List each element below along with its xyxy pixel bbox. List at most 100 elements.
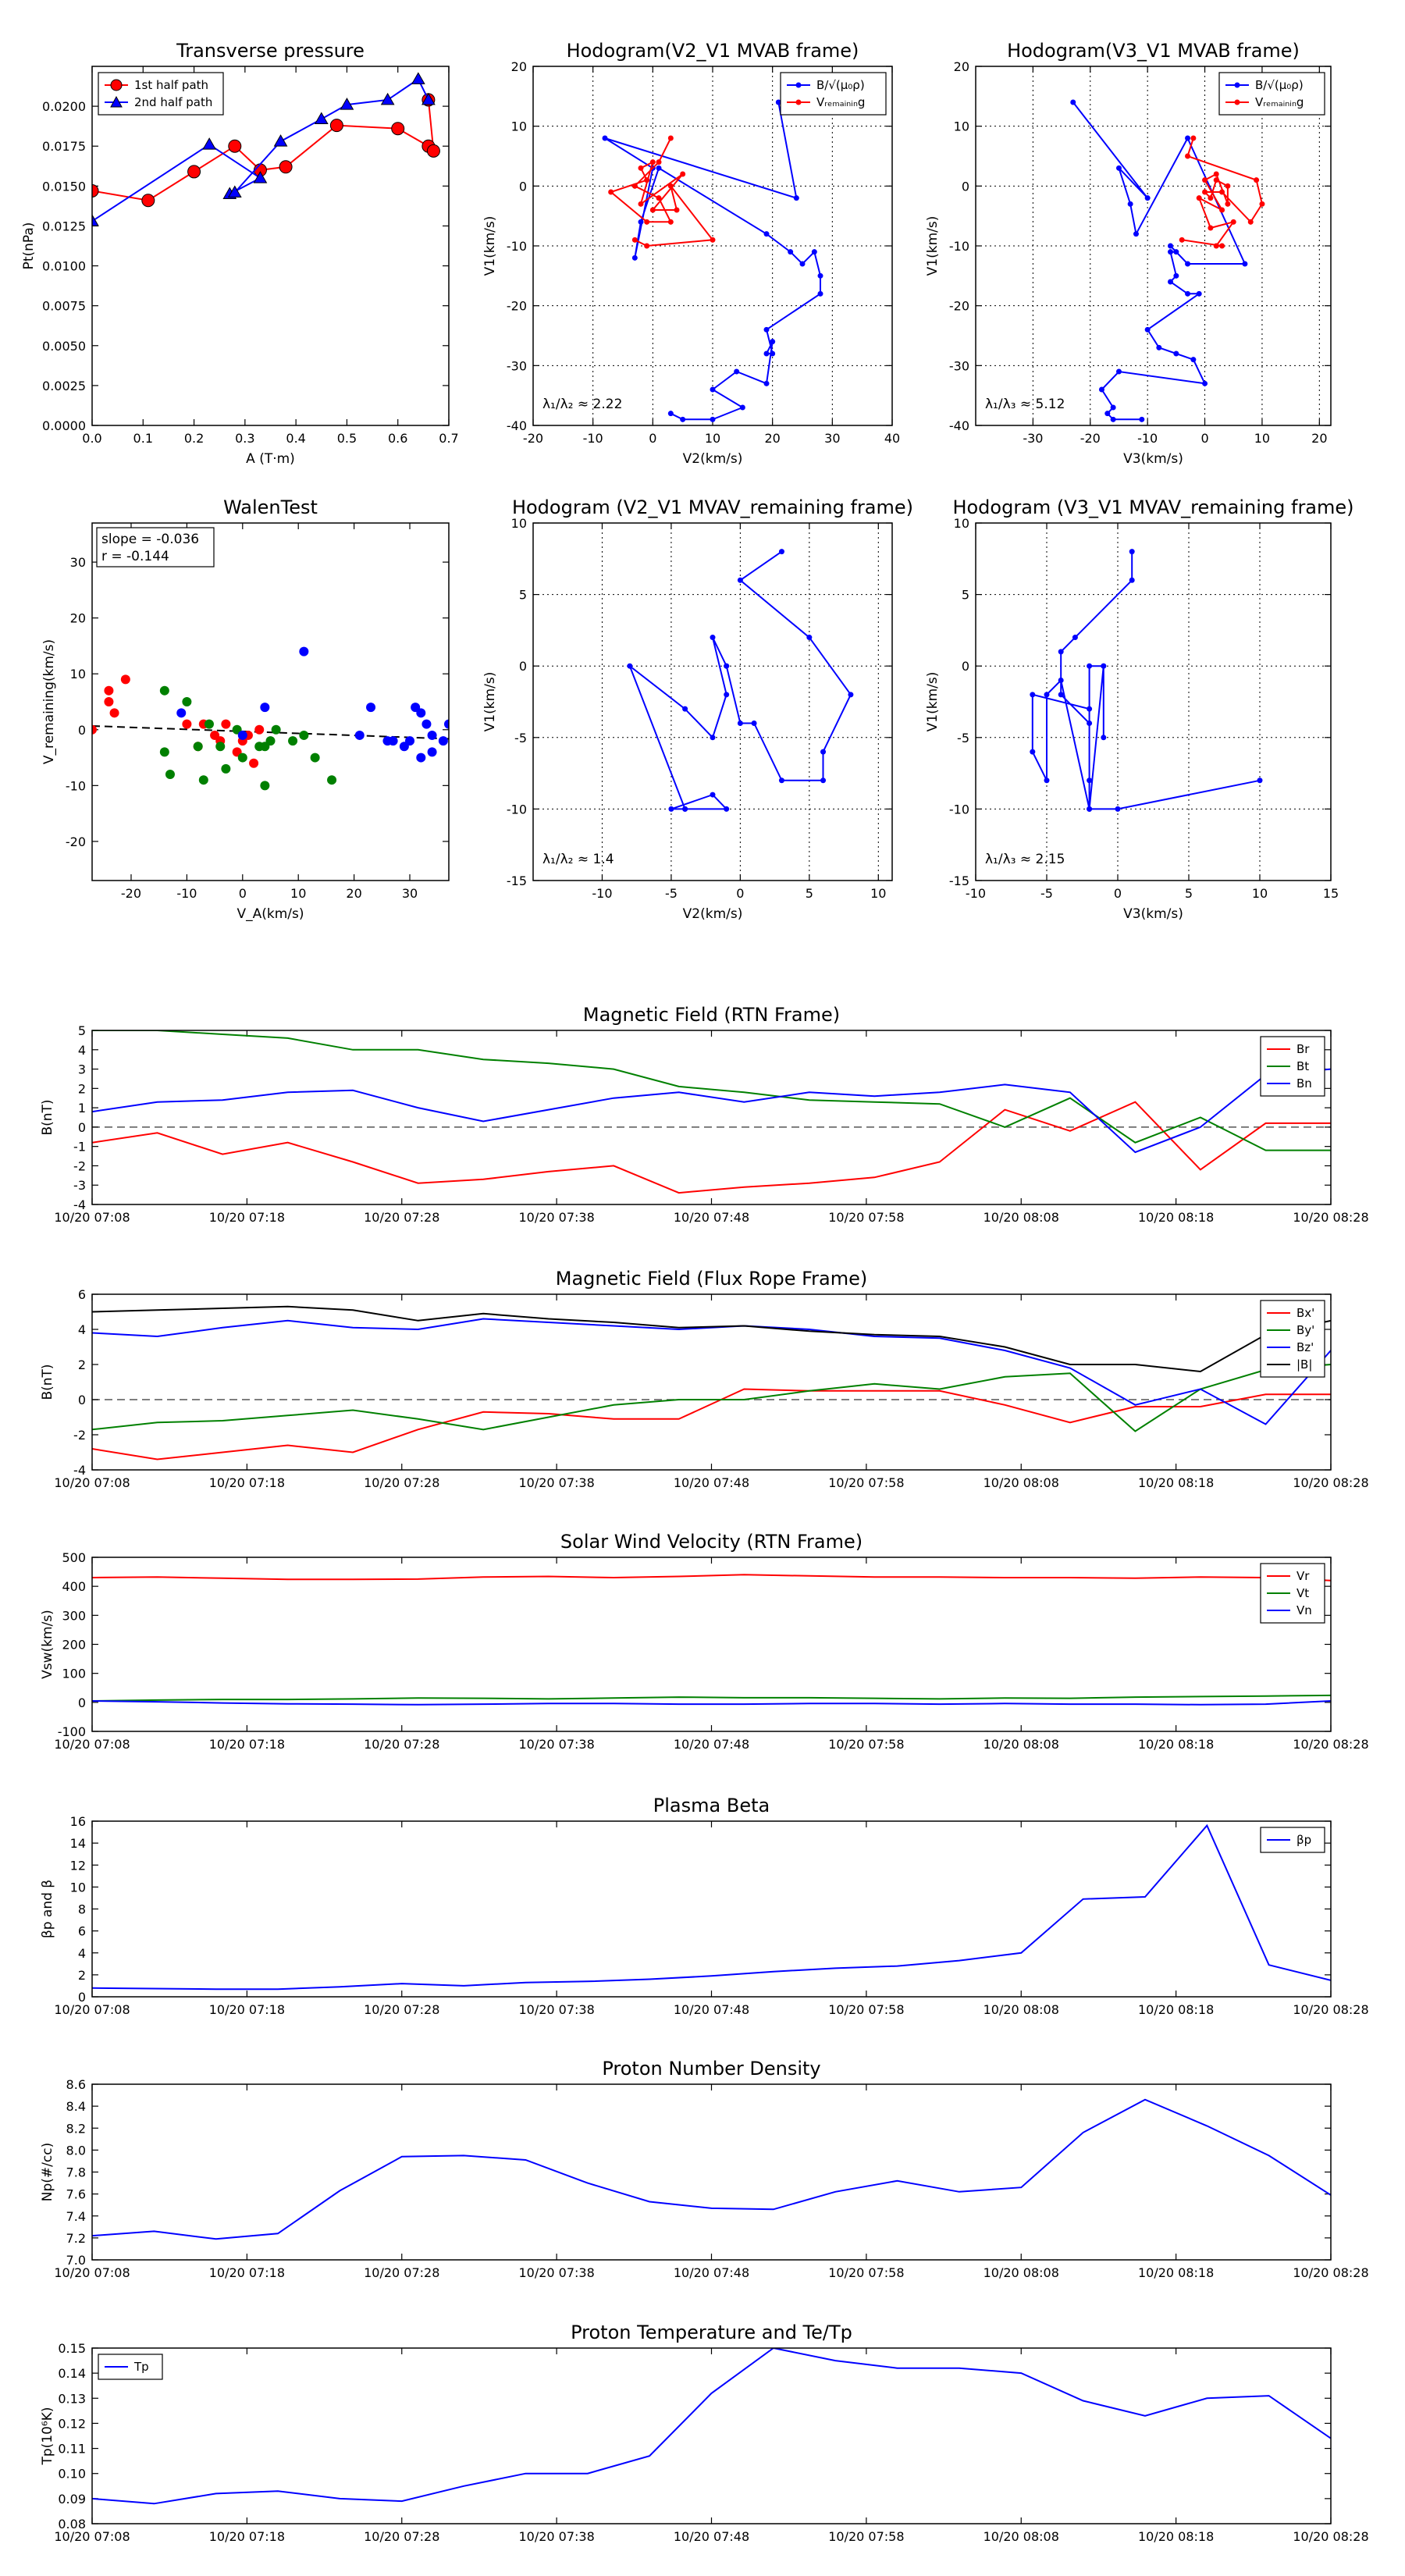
y-tick-label: 0 — [78, 1990, 86, 2005]
x-axis-label: V2(km/s) — [683, 451, 743, 467]
y-tick-label: 0 — [78, 1695, 86, 1710]
data-point — [799, 261, 806, 267]
series-line — [92, 1823, 1331, 1991]
x-tick-label: 0.0 — [82, 431, 101, 446]
data-point — [1129, 549, 1135, 555]
data-point — [1104, 411, 1111, 417]
series-2 — [92, 1030, 1331, 1151]
data-point — [770, 339, 776, 345]
legend-marker — [1234, 99, 1240, 105]
data-point — [1219, 189, 1225, 195]
legend-label: Vn — [1297, 1603, 1312, 1617]
y-tick-label: 0 — [78, 723, 86, 738]
x-tick-label: 10/20 07:48 — [674, 1475, 749, 1490]
legend-label: βp — [1297, 1833, 1311, 1847]
data-point — [288, 736, 298, 746]
data-point — [221, 763, 231, 774]
plot-frame — [91, 1820, 1332, 1998]
x-tick-label: 10/20 07:08 — [54, 1737, 130, 1752]
y-axis-label: Np(#/cc) — [40, 2143, 55, 2201]
y-tick-label: 0.12 — [58, 2416, 86, 2431]
series-1 — [1070, 99, 1248, 422]
y-tick-label: 0 — [78, 1120, 86, 1135]
data-point — [739, 404, 745, 411]
data-point — [92, 183, 99, 197]
ratio-annotation: λ₁/λ₂ ≈ 2.22 — [542, 397, 622, 412]
data-point — [644, 177, 650, 183]
legend-marker — [795, 82, 802, 88]
x-tick-label: 10/20 08:08 — [984, 1475, 1059, 1490]
y-tick-label: 8.0 — [66, 2143, 86, 2158]
data-point — [1213, 171, 1219, 177]
data-point — [631, 254, 638, 261]
y-tick-label: 0.11 — [58, 2442, 86, 2457]
chart-title: Hodogram (V2_V1 MVAV_remaining frame) — [512, 496, 913, 518]
series-1 — [1030, 549, 1263, 812]
data-point — [444, 719, 449, 729]
y-axis-label: βp and β — [40, 1880, 55, 1938]
x-tick-label: 10/20 07:08 — [54, 2265, 130, 2280]
plot-frame — [91, 2347, 1332, 2524]
x-tick-label: 30 — [824, 431, 840, 446]
data-point — [104, 685, 114, 696]
x-tick-label: 0 — [736, 886, 744, 901]
data-point — [817, 272, 823, 279]
plot-frame — [91, 1030, 1332, 1205]
legend: βp — [1260, 1827, 1325, 1853]
legend-marker — [795, 99, 802, 105]
data-point — [391, 122, 405, 136]
data-point — [667, 183, 674, 189]
x-tick-label: 10/20 08:18 — [1138, 2265, 1214, 2280]
data-point — [182, 719, 192, 729]
x-tick-label: 0.5 — [337, 431, 357, 446]
series-4 — [92, 1305, 1331, 1373]
data-point — [1127, 201, 1133, 207]
x-tick-label: 5 — [1185, 886, 1193, 901]
legend: Br Bt Bn — [1260, 1036, 1325, 1097]
series-line — [92, 1318, 1331, 1425]
chart-6: Hodogram (V3_V1 MVAV_remaining frame) -10… — [925, 496, 1354, 922]
chart-title: Hodogram(V2_V1 MVAB frame) — [567, 40, 859, 62]
data-point — [710, 237, 716, 243]
series-line — [92, 1068, 1331, 1154]
y-tick-label: -5 — [957, 731, 969, 745]
chart-11: Proton Number Density 10/20 07:08 10/20 07… — [40, 2058, 1369, 2280]
x-tick-label: 10/20 08:08 — [984, 1210, 1059, 1225]
y-tick-label: 5 — [78, 1023, 86, 1038]
data-point — [249, 758, 259, 768]
data-point — [1044, 692, 1050, 698]
y-tick-label: -15 — [507, 873, 527, 888]
data-point — [649, 159, 656, 165]
y-tick-label: 3 — [78, 1062, 86, 1077]
data-point — [734, 368, 740, 375]
data-point — [806, 635, 813, 641]
data-point — [1087, 720, 1093, 726]
chart-5: Hodogram (V2_V1 MVAV_remaining frame) -10… — [482, 496, 913, 922]
data-point — [1129, 577, 1135, 583]
x-tick-label: 10/20 07:18 — [209, 1210, 285, 1225]
data-point — [1058, 692, 1064, 698]
x-tick-label: 10/20 07:18 — [209, 1737, 285, 1752]
data-point — [1139, 416, 1145, 422]
chart-7: Magnetic Field (RTN Frame) 10/20 07:08 10/… — [40, 1004, 1369, 1225]
data-point — [1058, 649, 1064, 655]
x-tick-label: 10/20 07:08 — [54, 2529, 130, 2544]
y-tick-label: 8 — [78, 1902, 86, 1917]
data-point — [668, 806, 674, 812]
y-tick-label: 0.0150 — [42, 179, 86, 194]
data-point — [608, 189, 614, 195]
x-tick-label: 10/20 07:28 — [364, 1475, 439, 1490]
y-tick-label: 0.08 — [58, 2517, 86, 2532]
data-point — [228, 139, 242, 153]
y-tick-label: 30 — [70, 555, 86, 570]
data-point — [299, 646, 309, 656]
y-tick-label: 0 — [519, 659, 527, 674]
data-point — [1044, 777, 1050, 784]
y-tick-label: 10 — [511, 119, 527, 134]
y-tick-label: 0.09 — [58, 2492, 86, 2507]
y-tick-label: 200 — [62, 1638, 86, 1653]
chart-3: Hodogram(V3_V1 MVAB frame) -30 -20 -10 0 10 20… — [925, 40, 1332, 467]
data-point — [187, 165, 201, 179]
data-point — [427, 747, 437, 757]
plot-frame — [91, 66, 450, 426]
